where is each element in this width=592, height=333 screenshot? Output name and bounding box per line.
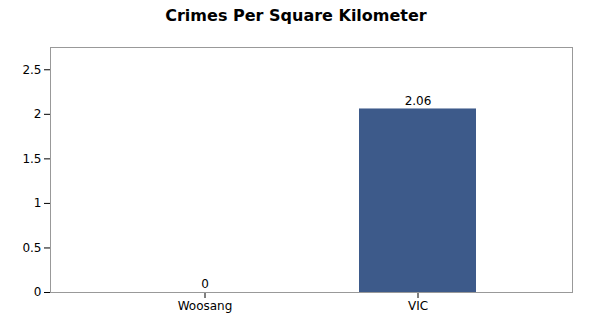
svg-text:VIC: VIC: [408, 299, 428, 313]
svg-text:Woosang: Woosang: [178, 299, 233, 313]
svg-text:1: 1: [34, 196, 42, 210]
svg-text:2.06: 2.06: [405, 94, 432, 108]
svg-text:0: 0: [201, 277, 209, 291]
svg-text:2: 2: [34, 107, 42, 121]
svg-text:1.5: 1.5: [22, 152, 41, 166]
svg-text:2.5: 2.5: [22, 63, 41, 77]
svg-text:0.5: 0.5: [22, 241, 41, 255]
svg-text:0: 0: [34, 285, 42, 299]
html-text:Crimes Per Square Kilometer: Crimes Per Square Kilometer: [165, 6, 427, 25]
